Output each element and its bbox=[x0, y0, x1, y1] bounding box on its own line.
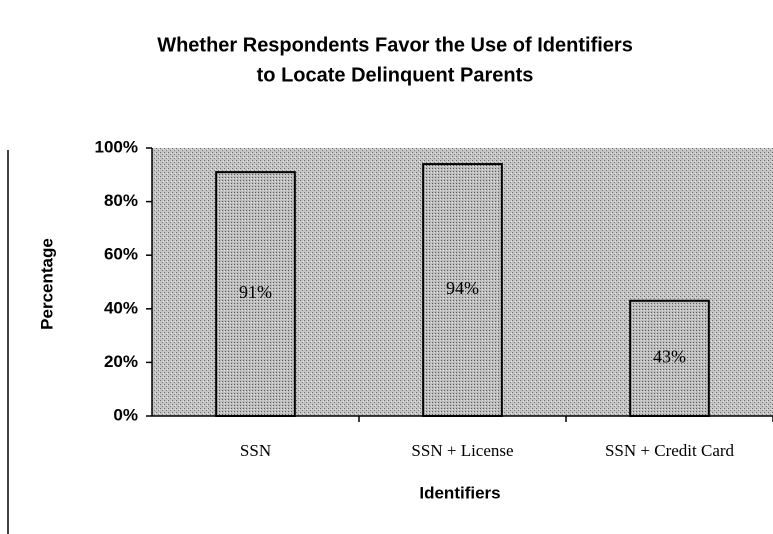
y-tick-label: 80% bbox=[104, 191, 138, 210]
y-tick-label: 100% bbox=[95, 137, 138, 156]
x-tick-label: SSN + Credit Card bbox=[605, 441, 735, 460]
x-axis-label: Identifiers bbox=[419, 483, 500, 502]
data-label: 43% bbox=[653, 347, 686, 367]
y-tick-label: 40% bbox=[104, 298, 138, 317]
y-tick-label: 20% bbox=[104, 352, 138, 371]
chart-title: to Locate Delinquent Parents bbox=[257, 64, 534, 86]
y-tick-label: 0% bbox=[113, 405, 138, 424]
x-tick-label: SSN bbox=[240, 441, 271, 460]
y-axis-label: Percentage bbox=[37, 238, 56, 330]
bar bbox=[629, 299, 710, 418]
data-label: 91% bbox=[239, 282, 272, 302]
bar bbox=[215, 171, 296, 417]
chart-title: Whether Respondents Favor the Use of Ide… bbox=[157, 34, 633, 56]
data-label: 94% bbox=[446, 278, 479, 298]
x-tick-label: SSN + License bbox=[411, 441, 513, 460]
bar bbox=[422, 163, 503, 417]
y-tick-label: 60% bbox=[104, 245, 138, 264]
